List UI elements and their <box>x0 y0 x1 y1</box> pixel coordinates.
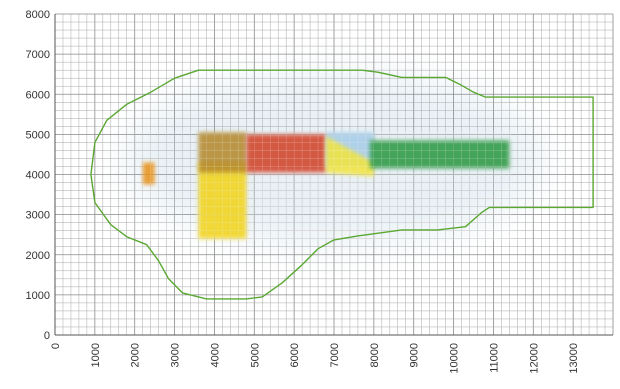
y-tick-label: 2000 <box>26 250 50 262</box>
brown-block <box>198 132 247 173</box>
axes: 0 1000 2000 3000 4000 5000 6000 7000 8000 0 1000 20… <box>26 9 613 374</box>
yellow-block <box>198 162 247 239</box>
x-tick-label: 13000 <box>568 343 580 374</box>
x-tick-label: 2000 <box>130 343 142 367</box>
y-tick-label: 8000 <box>26 9 50 21</box>
y-tick-label: 7000 <box>26 49 50 61</box>
y-tick-label: 5000 <box>26 129 50 141</box>
x-tick-label: 12000 <box>528 343 540 374</box>
x-tick-label: 8000 <box>369 343 381 367</box>
yellow-wedge <box>326 136 374 177</box>
x-tick-label: 6000 <box>289 343 301 367</box>
x-tick-label: 9000 <box>409 343 421 367</box>
x-tick-label: 11000 <box>488 343 500 373</box>
y-tick-label: 3000 <box>26 210 50 222</box>
x-tick-label: 0 <box>50 343 62 349</box>
x-tick-label: 4000 <box>209 343 221 367</box>
y-tick-label: 6000 <box>26 89 50 101</box>
x-tick-label: 5000 <box>249 343 261 367</box>
x-tick-label: 7000 <box>329 343 341 367</box>
equipment-shapes <box>134 130 518 241</box>
x-tick-label: 1000 <box>90 343 102 367</box>
red-block <box>246 134 327 173</box>
y-tick-label: 0 <box>44 330 50 342</box>
grid <box>54 13 614 336</box>
y-tick-label: 4000 <box>26 170 50 182</box>
y-tick-label: 1000 <box>26 290 50 302</box>
x-tick-label: 3000 <box>170 343 182 367</box>
boundary-outline <box>90 69 594 300</box>
orange-nozzle <box>142 162 155 185</box>
x-tick-label: 10000 <box>449 343 461 374</box>
green-tube <box>369 140 510 169</box>
outline-path <box>90 69 594 300</box>
